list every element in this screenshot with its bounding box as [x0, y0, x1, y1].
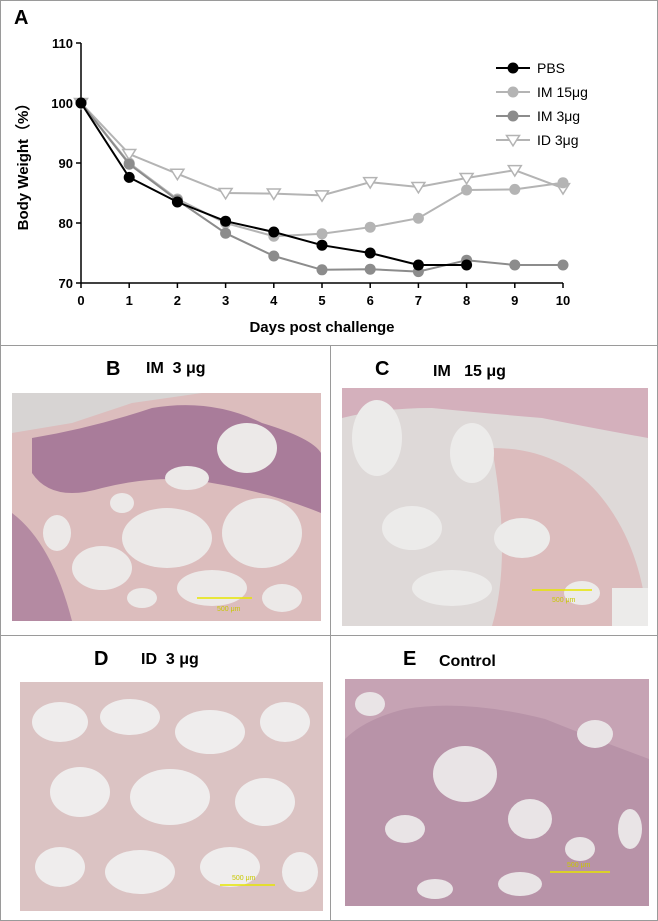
panel-e-letter: E — [403, 648, 417, 670]
panel-b-letter: B — [106, 358, 121, 380]
legend-label: IM 3μg — [537, 108, 580, 124]
x-tick-label: 5 — [318, 293, 325, 308]
data-point — [171, 196, 183, 208]
y-tick-label: 110 — [52, 36, 73, 51]
panel-b-title: IM 3 μg — [146, 360, 206, 377]
data-point — [461, 184, 473, 196]
data-point — [410, 181, 427, 195]
panel-b: B IM 3 μg 500 μm — [0, 345, 331, 636]
legend-marker — [505, 134, 521, 148]
data-point — [557, 177, 569, 189]
x-tick-label: 1 — [126, 293, 133, 308]
data-point — [220, 215, 232, 227]
data-point — [364, 247, 376, 259]
panel-e: E Control 500 μm — [330, 635, 658, 921]
x-tick-label: 9 — [511, 293, 518, 308]
micrograph-c: 500 μm — [342, 388, 648, 626]
panel-a: A 70 80 90 100 110 0 1 2 3 4 5 6 7 8 9 10 Days post chal… — [0, 0, 658, 346]
series-line — [80, 102, 564, 238]
micrograph-d: 500 μm — [20, 682, 323, 911]
data-point — [412, 212, 424, 224]
data-point — [364, 263, 376, 275]
data-point — [220, 227, 232, 239]
data-point — [75, 97, 87, 109]
scale-bar-label-e: 500 μm — [567, 862, 591, 869]
y-tick-label: 90 — [59, 156, 73, 171]
data-point — [316, 239, 328, 251]
data-point — [314, 190, 330, 203]
data-point — [458, 172, 475, 186]
panel-e-title: Control — [439, 653, 496, 670]
panel-a-letter: A — [14, 7, 29, 29]
y-tick-label: 80 — [59, 216, 73, 231]
y-tick-label: 100 — [51, 96, 73, 111]
legend-marker — [507, 62, 519, 74]
panel-d-letter: D — [94, 648, 109, 670]
legend-marker — [507, 110, 519, 122]
data-point — [316, 228, 328, 240]
data-point — [121, 148, 138, 162]
x-tick-label: 3 — [222, 293, 229, 308]
data-point — [123, 158, 135, 170]
data-point — [265, 188, 282, 201]
data-point — [169, 168, 186, 182]
x-tick-label: 7 — [415, 293, 422, 308]
panel-c-title: IM 15 μg — [433, 363, 506, 380]
legend-label: ID 3μg — [537, 132, 579, 148]
micrograph-e: 500 μm — [345, 679, 649, 906]
micrograph-b: 500 μm — [12, 393, 321, 621]
x-tick-label: 2 — [174, 293, 181, 308]
x-tick-label: 6 — [367, 293, 374, 308]
panel-d-title: ID 3 μg — [141, 651, 199, 668]
data-point — [362, 176, 379, 190]
data-point — [506, 164, 523, 178]
x-tick-label: 0 — [77, 293, 84, 308]
panel-c: C IM 15 μg 500 μm — [330, 345, 658, 636]
data-point — [412, 259, 424, 271]
x-tick-label: 4 — [270, 293, 278, 308]
scale-bar-label-c: 500 μm — [552, 597, 576, 604]
legend-label: PBS — [537, 60, 565, 76]
scale-bar-label-d: 500 μm — [232, 875, 256, 882]
x-axis-title: Days post challenge — [249, 319, 394, 336]
x-tick-label: 10 — [556, 293, 570, 308]
y-axis-title: Body Weight（%） — [14, 96, 32, 231]
data-point — [123, 171, 135, 183]
y-tick-label: 70 — [59, 276, 73, 291]
legend-label: IM 15μg — [537, 84, 588, 100]
data-point — [509, 259, 521, 271]
body-weight-chart: 70 80 90 100 110 0 1 2 3 4 5 6 7 8 9 10 Days post challe… — [14, 36, 588, 336]
data-point — [364, 221, 376, 233]
data-point — [217, 187, 234, 201]
x-tick-label: 8 — [463, 293, 470, 308]
data-point — [316, 264, 328, 276]
panel-d: D ID 3 μg 500 μm — [0, 635, 331, 921]
scale-bar-label-b: 500 μm — [217, 606, 241, 613]
data-point — [557, 259, 569, 271]
data-point — [461, 259, 473, 271]
data-point — [509, 183, 521, 195]
data-point — [268, 226, 280, 238]
data-point — [268, 250, 280, 262]
legend-marker — [507, 86, 519, 98]
panel-c-letter: C — [375, 358, 390, 380]
